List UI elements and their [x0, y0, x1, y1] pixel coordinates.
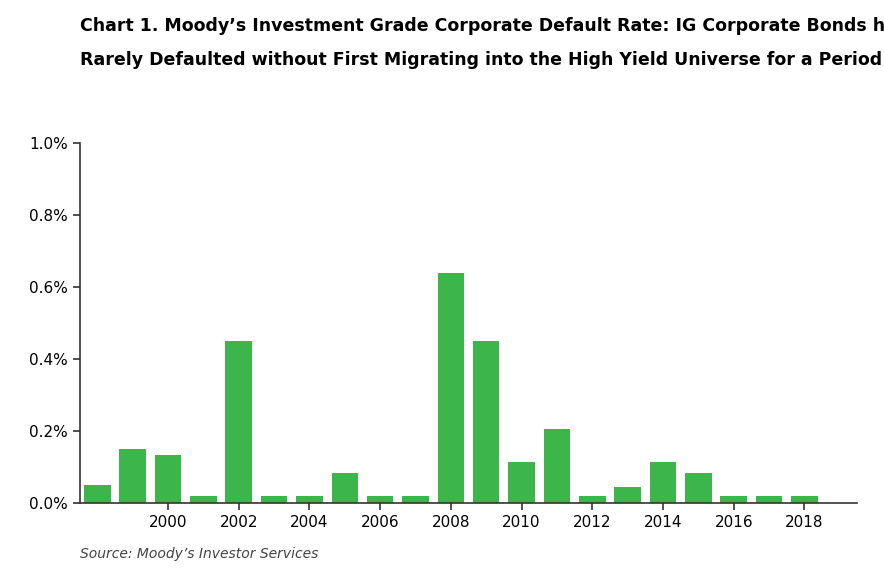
Text: Chart 1. Moody’s Investment Grade Corporate Default Rate: IG Corporate Bonds hav: Chart 1. Moody’s Investment Grade Corpor… [80, 17, 884, 35]
Bar [84, 485, 110, 503]
Bar [155, 455, 181, 503]
Text: Source: Moody’s Investor Services: Source: Moody’s Investor Services [80, 547, 318, 561]
Bar [579, 496, 606, 503]
Bar [614, 487, 641, 503]
Text: Rarely Defaulted without First Migrating into the High Yield Universe for a Peri: Rarely Defaulted without First Migrating… [80, 51, 884, 69]
Bar [367, 496, 393, 503]
Bar [438, 273, 464, 503]
Bar [119, 450, 146, 503]
Bar [650, 462, 676, 503]
Bar [225, 341, 252, 503]
Bar [332, 472, 358, 503]
Bar [756, 496, 782, 503]
Bar [402, 496, 429, 503]
Bar [296, 496, 323, 503]
Bar [508, 462, 535, 503]
Bar [473, 341, 499, 503]
Bar [190, 496, 217, 503]
Bar [685, 472, 712, 503]
Bar [544, 430, 570, 503]
Bar [261, 496, 287, 503]
Bar [720, 496, 747, 503]
Bar [791, 496, 818, 503]
